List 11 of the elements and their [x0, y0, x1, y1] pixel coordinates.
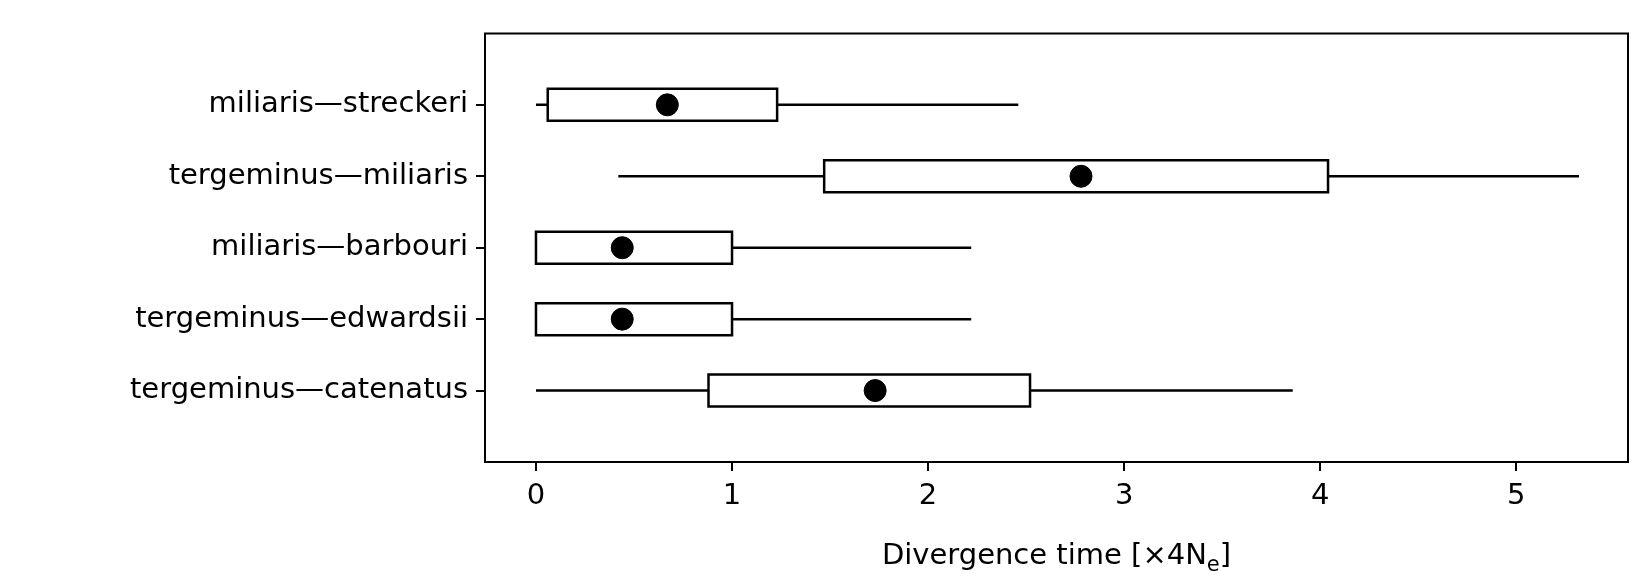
x-tick-label: 1 [722, 476, 742, 511]
x-tick-label: 3 [1114, 476, 1134, 511]
y-tick-label: tergeminus—catenatus [130, 371, 468, 406]
x-tick-label: 4 [1310, 476, 1330, 511]
x-tick-label: 2 [918, 476, 938, 511]
x-tick-label: 0 [526, 476, 546, 511]
y-tick-label: miliaris—streckeri [208, 85, 468, 120]
x-tick-label: 5 [1507, 476, 1526, 511]
y-tick-label: miliaris—barbouri [211, 228, 468, 263]
y-tick-label: tergeminus—edwardsii [135, 299, 468, 334]
y-tick-label: tergeminus—miliaris [168, 156, 468, 191]
